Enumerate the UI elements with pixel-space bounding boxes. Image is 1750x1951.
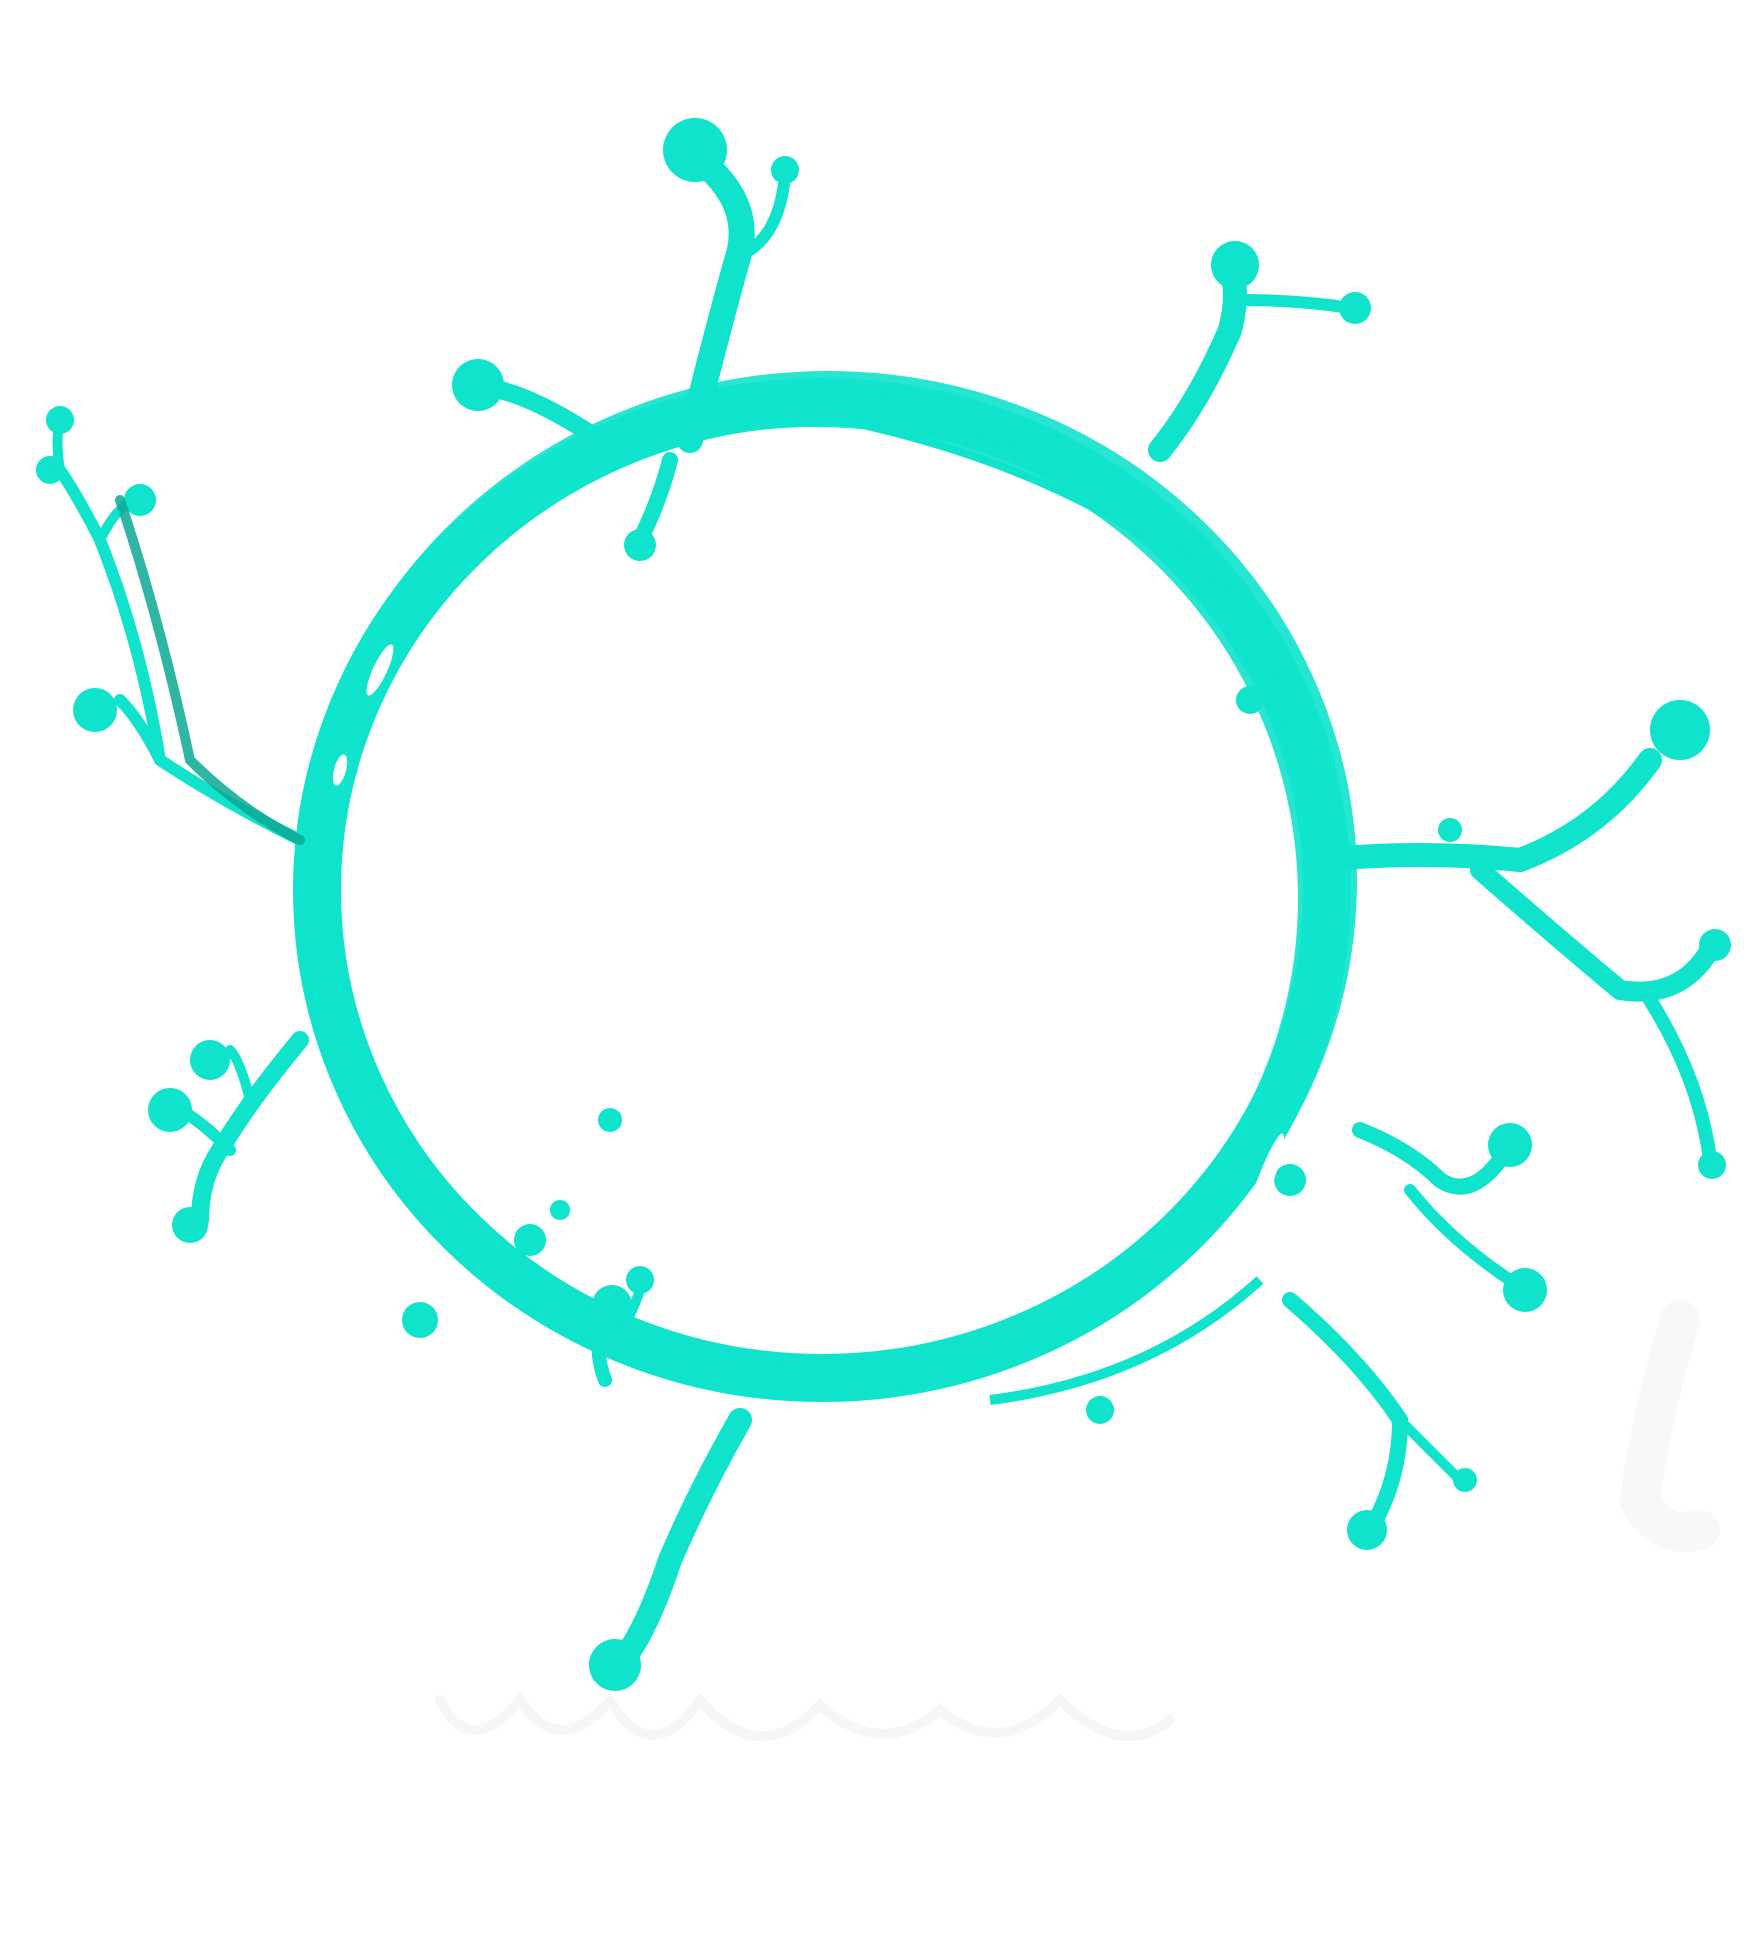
highlight [1240,1133,1284,1247]
splash-tendril [605,1285,645,1355]
splash-droplet [771,156,799,184]
splash-tendril [1282,1292,1409,1538]
splash-droplet [1347,1510,1387,1550]
splash-tendril [491,381,609,449]
splash-blob [598,1108,622,1132]
splash-tendril [1148,258,1247,462]
splash-tendril [1352,1122,1508,1195]
splash-droplet [589,1639,641,1691]
splash-tendril [1404,1184,1516,1286]
splash-droplet [1698,1151,1726,1179]
splash-blob [1236,686,1264,714]
splash-blob [1086,1396,1114,1424]
splash-droplet [1503,1268,1547,1312]
splash-tendril [1308,748,1662,873]
splash-tendril-shadow [115,495,305,845]
highlight [366,644,394,696]
splash-droplet [73,688,117,732]
splash-tendril [677,147,755,453]
splash-blob [402,1302,438,1338]
splash-droplet [624,529,656,561]
splash-droplet [1453,1468,1477,1492]
watermark-smudge [435,1300,1720,1742]
splash-tendril [618,1408,752,1662]
splash-tendril [1395,1415,1465,1485]
splash-droplet [452,359,504,411]
splash-droplet [124,484,156,516]
ring-strand [989,1276,1264,1405]
splash-blob [1438,818,1462,842]
splash-tendril [1470,860,1720,1002]
splash-droplet [148,1088,192,1132]
splash-tendril [744,169,791,256]
splash-tendril [54,464,166,766]
splash-droplet [1211,241,1259,289]
splash-ring [36,118,1731,1691]
splash-droplet [1488,1123,1532,1167]
splash-tendril [632,452,678,548]
splash-droplet [663,118,727,182]
splash-blob [514,1224,546,1256]
splash-droplet [626,1266,654,1294]
splash-tendril [1234,294,1356,314]
ring-strand [318,413,1312,1383]
splash-blob [550,1200,570,1220]
splash-tendril [1643,993,1717,1167]
splash-blob [1274,1164,1306,1196]
splash-tendril [225,1045,255,1105]
splash-droplet [1650,700,1710,760]
highlight [332,754,348,786]
splash-droplet [46,406,74,434]
ring-strand [839,416,1233,604]
splash-droplet [190,1040,230,1080]
ring-strand [799,405,1295,761]
splash-droplet [172,1207,208,1243]
splash-droplet [1339,292,1371,324]
splash-droplet [1699,929,1731,961]
splash-droplet [592,1285,632,1325]
